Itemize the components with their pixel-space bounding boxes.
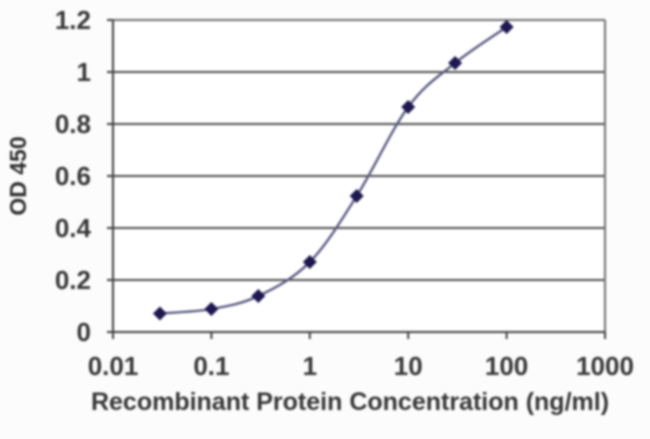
svg-text:10: 10 <box>394 351 423 381</box>
svg-text:Recombinant Protein Concentrat: Recombinant Protein Concentration (ng/ml… <box>91 388 609 416</box>
svg-text:0: 0 <box>77 317 91 347</box>
svg-text:0.8: 0.8 <box>55 109 91 139</box>
svg-text:1.2: 1.2 <box>55 5 91 35</box>
svg-text:OD 450: OD 450 <box>5 136 31 215</box>
svg-text:0.4: 0.4 <box>55 213 92 243</box>
svg-text:0.01: 0.01 <box>88 351 139 381</box>
svg-text:1: 1 <box>77 57 91 87</box>
svg-text:100: 100 <box>485 351 528 381</box>
svg-text:0.6: 0.6 <box>55 161 91 191</box>
svg-text:1: 1 <box>303 351 317 381</box>
svg-text:0.2: 0.2 <box>55 265 91 295</box>
svg-text:0.1: 0.1 <box>193 351 229 381</box>
svg-text:1000: 1000 <box>576 351 634 381</box>
